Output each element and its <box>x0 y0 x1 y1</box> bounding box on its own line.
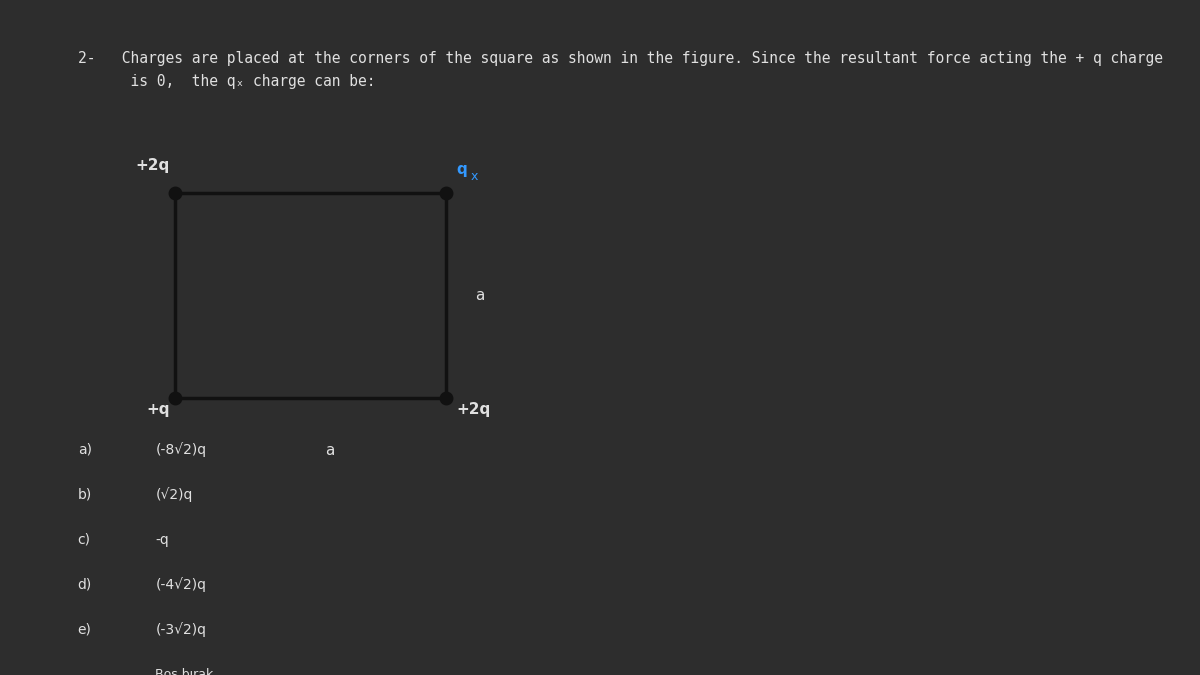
Text: +2q: +2q <box>456 402 491 416</box>
Text: c): c) <box>78 533 91 547</box>
Text: a: a <box>325 443 335 458</box>
Text: (-3√2)q: (-3√2)q <box>155 622 206 637</box>
Text: -q: -q <box>155 533 169 547</box>
Text: (-8√2)q: (-8√2)q <box>155 442 206 457</box>
Text: a: a <box>475 288 485 303</box>
Text: x: x <box>470 170 478 183</box>
Text: q: q <box>456 162 467 177</box>
Bar <box>175 193 446 398</box>
Text: (√2)q: (√2)q <box>155 487 193 502</box>
Text: (-4√2)q: (-4√2)q <box>155 577 206 592</box>
Text: a): a) <box>78 443 91 457</box>
Text: 2-   Charges are placed at the corners of the square as shown in the figure. Sin: 2- Charges are placed at the corners of … <box>78 51 1163 88</box>
Text: Boş bırak: Boş bırak <box>155 668 214 675</box>
Text: d): d) <box>78 578 92 592</box>
Text: +2q: +2q <box>136 159 170 173</box>
Text: e): e) <box>78 622 91 637</box>
Text: +q: +q <box>146 402 170 416</box>
Text: b): b) <box>78 488 92 502</box>
